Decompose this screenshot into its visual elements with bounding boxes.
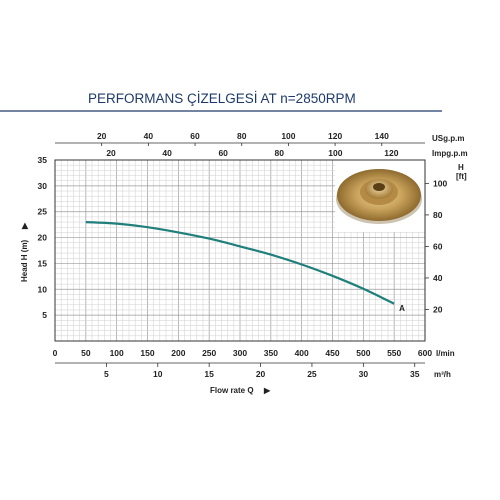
series-a-line xyxy=(85,221,395,305)
lmin-tick-label: 550 xyxy=(387,348,401,358)
head-m-ticks: 5 10 15 20 25 30 35 xyxy=(38,155,48,320)
lmin-tick-label: 300 xyxy=(233,348,247,358)
impeller-photo xyxy=(335,160,425,232)
usgpm-tick-label: 20 xyxy=(97,131,107,141)
head-ft-tick-label: 20 xyxy=(433,304,443,314)
impgpm-tick-label: 120 xyxy=(384,148,398,158)
lmin-ticks: 0 50 100 150 200 250 300 350 400 450 500 550 600 xyxy=(53,348,433,358)
m3h-tick-label: 25 xyxy=(307,369,317,379)
usgpm-tick-label: 120 xyxy=(328,131,342,141)
y-axis-label-left: Head H (m) xyxy=(20,239,29,282)
head-m-tick-label: 25 xyxy=(38,207,48,217)
lmin-unit-label: l/min xyxy=(436,349,455,358)
usgpm-tick-label: 60 xyxy=(190,131,200,141)
usgpm-tick-label: 100 xyxy=(281,131,295,141)
impgpm-tick-label: 60 xyxy=(218,148,228,158)
lmin-tick-label: 600 xyxy=(418,348,432,358)
m3h-tick-label: 5 xyxy=(104,369,109,379)
usgpm-tick-label: 80 xyxy=(237,131,247,141)
impgpm-unit-label: Impg.p.m xyxy=(432,149,468,158)
x-axis-arrow-icon: ▶ xyxy=(263,386,271,395)
chart-title: PERFORMANS ÇİZELGESİ AT n=2850RPM xyxy=(88,91,356,106)
usgpm-tick-label: 140 xyxy=(375,131,389,141)
head-m-tick-label: 30 xyxy=(38,181,48,191)
m3h-tick-label: 15 xyxy=(204,369,214,379)
impgpm-tick-label: 20 xyxy=(106,148,116,158)
lmin-tick-label: 250 xyxy=(202,348,216,358)
impgpm-tick-label: 40 xyxy=(162,148,172,158)
lmin-tick-label: 400 xyxy=(295,348,309,358)
lmin-tick-label: 50 xyxy=(81,348,91,358)
head-ft-tick-label: 80 xyxy=(433,210,443,220)
series-a-label: A xyxy=(399,304,405,313)
impgpm-tick-label: 100 xyxy=(328,148,342,158)
lmin-tick-label: 100 xyxy=(110,348,124,358)
head-ft-tick-label: 40 xyxy=(433,273,443,283)
head-m-tick-label: 35 xyxy=(38,155,48,165)
x-axis-label: Flow rate Q xyxy=(210,386,254,395)
head-ft-tick-label: 60 xyxy=(433,241,443,251)
m3h-unit-label: m³/h xyxy=(434,370,451,379)
lmin-tick-label: 200 xyxy=(171,348,185,358)
m3h-ticks: 5 10 15 20 25 30 35 xyxy=(104,363,420,379)
usgpm-unit-label: USg.p.m xyxy=(432,134,464,143)
lmin-tick-label: 150 xyxy=(140,348,154,358)
impgpm-ticks: 20 40 60 80 100 120 xyxy=(106,148,398,158)
impgpm-tick-label: 80 xyxy=(275,148,285,158)
m3h-tick-label: 10 xyxy=(153,369,163,379)
y-axis-label-right-ft: [ft] xyxy=(456,172,467,181)
usgpm-tick-label: 40 xyxy=(144,131,154,141)
head-ft-tick-label: 100 xyxy=(433,178,447,188)
m3h-tick-label: 30 xyxy=(359,369,369,379)
lmin-tick-label: 0 xyxy=(53,348,58,358)
head-m-tick-label: 15 xyxy=(38,258,48,268)
lmin-tick-label: 500 xyxy=(356,348,370,358)
lmin-tick-label: 350 xyxy=(264,348,278,358)
y-axis-arrow-icon: ▶ xyxy=(20,222,29,230)
y-axis-label-right-h: H xyxy=(458,163,464,172)
lmin-tick-label: 450 xyxy=(325,348,339,358)
usgpm-ticks: 20 40 60 80 100 120 140 xyxy=(97,131,389,146)
m3h-tick-label: 35 xyxy=(410,369,420,379)
head-m-tick-label: 10 xyxy=(38,284,48,294)
head-m-tick-label: 20 xyxy=(38,233,48,243)
head-m-tick-label: 5 xyxy=(42,310,47,320)
m3h-tick-label: 20 xyxy=(256,369,266,379)
head-ft-ticks: 20 40 60 80 100 xyxy=(425,178,447,314)
